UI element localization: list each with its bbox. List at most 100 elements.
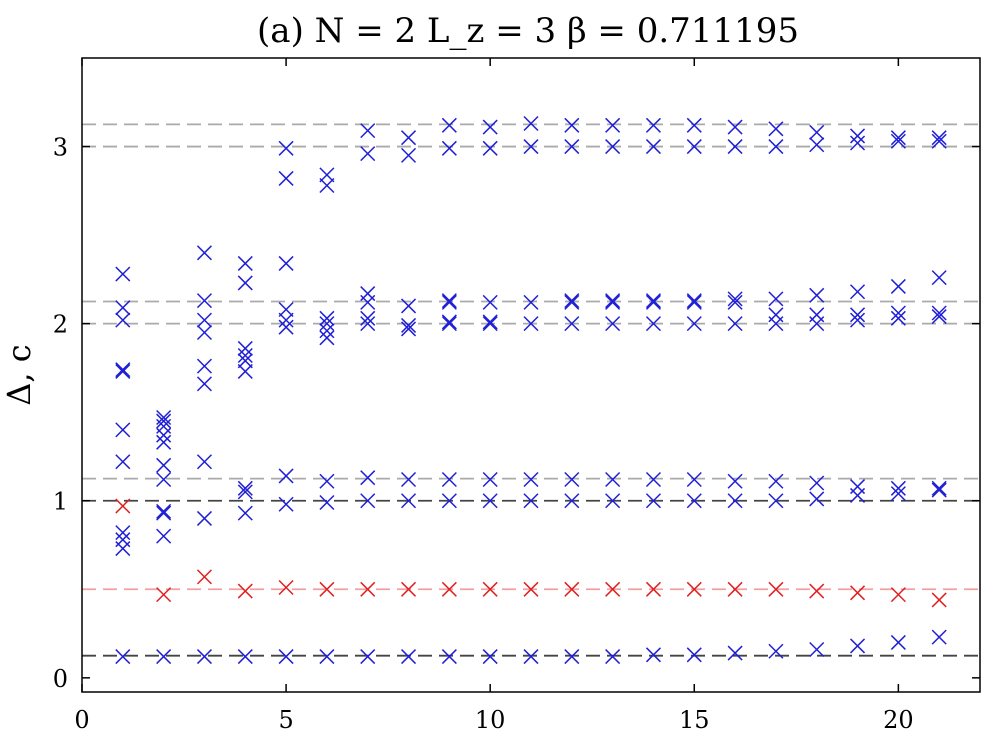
point-stroke-b [809, 641, 825, 658]
data-point-s0-17 [156, 434, 172, 450]
point-stroke-b [645, 117, 661, 133]
point-stroke-b [727, 316, 743, 332]
point-stroke-b [115, 525, 131, 541]
data-point-s0-105 [564, 293, 580, 309]
data-point-s0-90 [482, 294, 498, 310]
data-point-s0-142 [768, 473, 784, 489]
data-point-s1-11 [564, 581, 580, 597]
data-point-s0-91 [482, 140, 498, 156]
point-stroke-b [482, 119, 498, 135]
point-stroke-b [360, 649, 376, 665]
data-point-s0-46 [278, 301, 294, 318]
point-stroke-b [890, 480, 906, 496]
point-stroke-b [645, 647, 661, 663]
point-stroke-b [809, 491, 825, 507]
point-stroke-b [115, 422, 131, 438]
data-point-s0-58 [319, 167, 335, 183]
data-point-s0-24 [196, 454, 212, 470]
point-stroke-b [319, 649, 335, 665]
data-point-s0-83 [441, 140, 457, 156]
data-point-s0-135 [727, 316, 743, 332]
point-stroke-b [441, 117, 457, 133]
data-point-s1-7 [401, 581, 417, 597]
data-point-s0-54 [319, 323, 335, 339]
point-stroke-b [482, 493, 498, 509]
data-point-s0-60 [360, 493, 376, 509]
point-stroke-b [482, 581, 498, 597]
point-stroke-b [360, 123, 376, 139]
data-point-s1-12 [605, 581, 621, 597]
point-stroke-b [931, 305, 947, 321]
point-stroke-b [564, 581, 580, 597]
data-point-s0-31 [237, 649, 253, 665]
data-point-s0-30 [196, 245, 212, 261]
point-stroke-b [196, 454, 212, 470]
point-stroke-b [360, 146, 376, 162]
data-point-s0-77 [441, 493, 457, 509]
point-stroke-b [850, 479, 866, 495]
point-stroke-b [237, 353, 253, 369]
point-stroke-b [319, 167, 335, 183]
point-stroke-b [645, 316, 661, 332]
data-point-s0-33 [237, 484, 253, 500]
data-point-s0-59 [360, 649, 376, 665]
point-stroke-b [196, 358, 212, 374]
point-stroke-b [931, 133, 947, 149]
y-tick-label-2: 2 [53, 311, 68, 339]
point-stroke-b [401, 130, 417, 146]
data-point-s0-76 [441, 649, 457, 665]
point-stroke-b [278, 649, 294, 665]
point-stroke-b [115, 498, 131, 514]
point-stroke-b [605, 581, 621, 597]
data-point-s0-73 [401, 298, 417, 314]
data-point-s1-8 [441, 581, 457, 597]
data-point-s0-95 [523, 471, 539, 488]
point-stroke-b [686, 647, 702, 663]
point-stroke-b [768, 121, 784, 137]
data-point-s0-10 [115, 266, 131, 282]
point-stroke-b [931, 480, 947, 496]
data-point-s0-169 [890, 278, 906, 294]
data-point-s0-172 [931, 629, 947, 645]
data-point-s0-80 [441, 314, 457, 330]
point-stroke-b [441, 294, 457, 310]
point-stroke-b [686, 293, 702, 309]
point-stroke-b [523, 581, 539, 597]
point-stroke-b [931, 629, 947, 645]
data-point-s0-75 [401, 130, 417, 146]
data-point-s0-149 [809, 491, 825, 507]
point-stroke-b [564, 471, 580, 488]
point-stroke-b [237, 480, 253, 496]
data-point-s0-98 [523, 139, 539, 155]
point-stroke-b [156, 434, 172, 450]
point-stroke-b [523, 493, 539, 509]
data-point-s0-124 [686, 647, 702, 663]
point-stroke-b [564, 294, 580, 310]
point-stroke-b [727, 291, 743, 307]
data-point-s0-50 [319, 649, 335, 665]
data-point-s0-6 [115, 363, 131, 379]
data-point-s0-85 [482, 649, 498, 665]
data-point-s0-101 [564, 493, 580, 509]
data-point-s0-139 [727, 119, 743, 135]
point-stroke-b [156, 503, 172, 519]
data-point-s0-106 [564, 139, 580, 155]
chart-title: (a) N = 2 L_z = 3 β = 0.711195 [257, 11, 799, 51]
data-point-s0-161 [850, 284, 866, 300]
data-point-s0-92 [482, 119, 498, 135]
data-point-s0-32 [237, 505, 253, 521]
data-point-s0-150 [809, 475, 825, 491]
point-stroke-b [605, 649, 621, 665]
point-stroke-b [278, 301, 294, 318]
data-point-s0-42 [278, 496, 294, 512]
data-point-s0-130 [686, 139, 702, 155]
data-point-s0-129 [686, 293, 702, 309]
data-point-s0-175 [931, 309, 947, 325]
point-stroke-b [890, 310, 906, 326]
data-point-s0-68 [401, 649, 417, 665]
point-stroke-b [890, 278, 906, 294]
point-stroke-b [686, 316, 702, 332]
data-point-s0-128 [686, 294, 702, 310]
data-point-s1-19 [890, 587, 906, 603]
point-stroke-b [523, 139, 539, 155]
